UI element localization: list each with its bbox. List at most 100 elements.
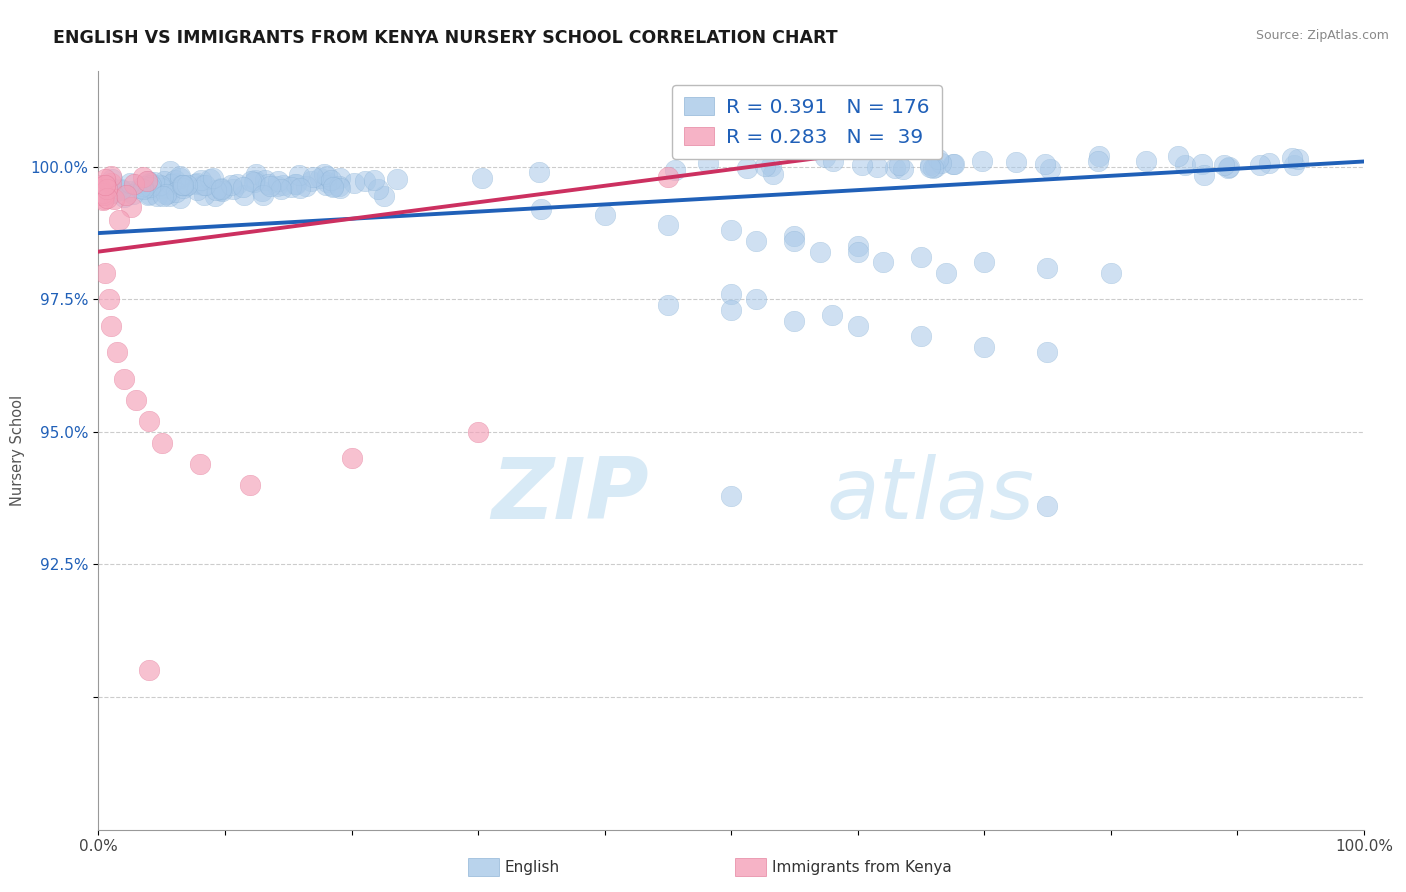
Point bbox=[891, 161, 914, 176]
Point bbox=[593, 207, 616, 221]
Point bbox=[1033, 156, 1056, 170]
Point bbox=[190, 173, 212, 187]
Point bbox=[97, 293, 120, 307]
Point bbox=[290, 181, 312, 195]
Point bbox=[118, 176, 141, 190]
Point bbox=[316, 175, 339, 189]
Point bbox=[287, 168, 309, 182]
Point bbox=[783, 313, 806, 327]
Point bbox=[1194, 168, 1216, 182]
Point bbox=[193, 187, 215, 202]
Point bbox=[93, 194, 115, 208]
Point bbox=[97, 186, 120, 201]
Point bbox=[153, 173, 176, 187]
Point bbox=[96, 191, 118, 205]
Point bbox=[149, 178, 172, 193]
Point bbox=[280, 180, 302, 194]
Point bbox=[745, 293, 768, 307]
Point bbox=[720, 223, 742, 237]
Point bbox=[271, 178, 294, 193]
Point bbox=[132, 170, 155, 185]
Point bbox=[823, 153, 845, 168]
Point bbox=[132, 179, 155, 194]
Point bbox=[808, 244, 831, 259]
Point bbox=[108, 212, 131, 227]
Point bbox=[467, 425, 489, 439]
Point bbox=[1099, 266, 1122, 280]
Point bbox=[754, 159, 776, 173]
Point bbox=[98, 178, 121, 193]
Point bbox=[762, 167, 785, 181]
Point bbox=[1036, 260, 1059, 275]
Point bbox=[138, 414, 160, 428]
Point bbox=[385, 171, 408, 186]
Text: Source: ZipAtlas.com: Source: ZipAtlas.com bbox=[1256, 29, 1389, 42]
Point bbox=[165, 185, 187, 199]
Point bbox=[245, 173, 267, 187]
Point bbox=[328, 179, 350, 194]
Point bbox=[114, 188, 136, 202]
Point bbox=[225, 177, 247, 191]
Point bbox=[94, 180, 117, 194]
Point bbox=[846, 244, 869, 259]
Point bbox=[152, 189, 174, 203]
Point bbox=[657, 170, 679, 185]
Point bbox=[89, 180, 111, 194]
Point bbox=[209, 181, 232, 195]
Point bbox=[135, 174, 157, 188]
Y-axis label: Nursery School: Nursery School bbox=[10, 395, 25, 506]
Text: ENGLISH VS IMMIGRANTS FROM KENYA NURSERY SCHOOL CORRELATION CHART: ENGLISH VS IMMIGRANTS FROM KENYA NURSERY… bbox=[53, 29, 838, 46]
Point bbox=[1218, 160, 1240, 174]
Point bbox=[191, 178, 214, 193]
Point bbox=[284, 178, 307, 192]
Point bbox=[720, 287, 742, 301]
Point bbox=[96, 182, 118, 196]
Point bbox=[209, 182, 232, 196]
Point bbox=[176, 178, 198, 193]
Point bbox=[94, 178, 117, 192]
Point bbox=[322, 180, 344, 194]
Point bbox=[266, 174, 288, 188]
Point bbox=[910, 250, 932, 264]
Point bbox=[942, 157, 965, 171]
Point bbox=[157, 181, 180, 195]
Point bbox=[935, 266, 957, 280]
Point bbox=[373, 189, 395, 203]
Point bbox=[156, 186, 179, 200]
Point bbox=[918, 158, 941, 172]
Point bbox=[1135, 153, 1157, 168]
Point bbox=[1004, 155, 1026, 169]
Point bbox=[367, 182, 389, 196]
Point bbox=[737, 161, 759, 175]
Point bbox=[1257, 155, 1279, 169]
Point bbox=[301, 170, 323, 185]
Point bbox=[157, 189, 180, 203]
Point bbox=[93, 172, 115, 186]
Point bbox=[1282, 158, 1305, 172]
Point bbox=[93, 192, 115, 206]
Text: Immigrants from Kenya: Immigrants from Kenya bbox=[772, 860, 952, 874]
Point bbox=[138, 186, 160, 201]
Point bbox=[100, 172, 122, 186]
Point bbox=[149, 179, 172, 194]
Point bbox=[257, 177, 280, 191]
Point bbox=[184, 177, 207, 191]
Point bbox=[1087, 149, 1109, 163]
Point bbox=[889, 158, 911, 172]
Point bbox=[720, 302, 742, 317]
Point bbox=[846, 318, 869, 333]
Point bbox=[211, 184, 233, 198]
Point bbox=[529, 164, 551, 178]
Point bbox=[169, 171, 191, 186]
Point bbox=[329, 180, 352, 194]
Point bbox=[254, 173, 277, 187]
Point bbox=[233, 187, 256, 202]
Point bbox=[163, 173, 186, 187]
Point bbox=[200, 172, 222, 186]
Point bbox=[110, 183, 132, 197]
Point bbox=[100, 176, 122, 190]
Point bbox=[1039, 161, 1062, 176]
Point bbox=[160, 177, 183, 191]
Point bbox=[1087, 154, 1109, 169]
Point bbox=[149, 180, 172, 194]
